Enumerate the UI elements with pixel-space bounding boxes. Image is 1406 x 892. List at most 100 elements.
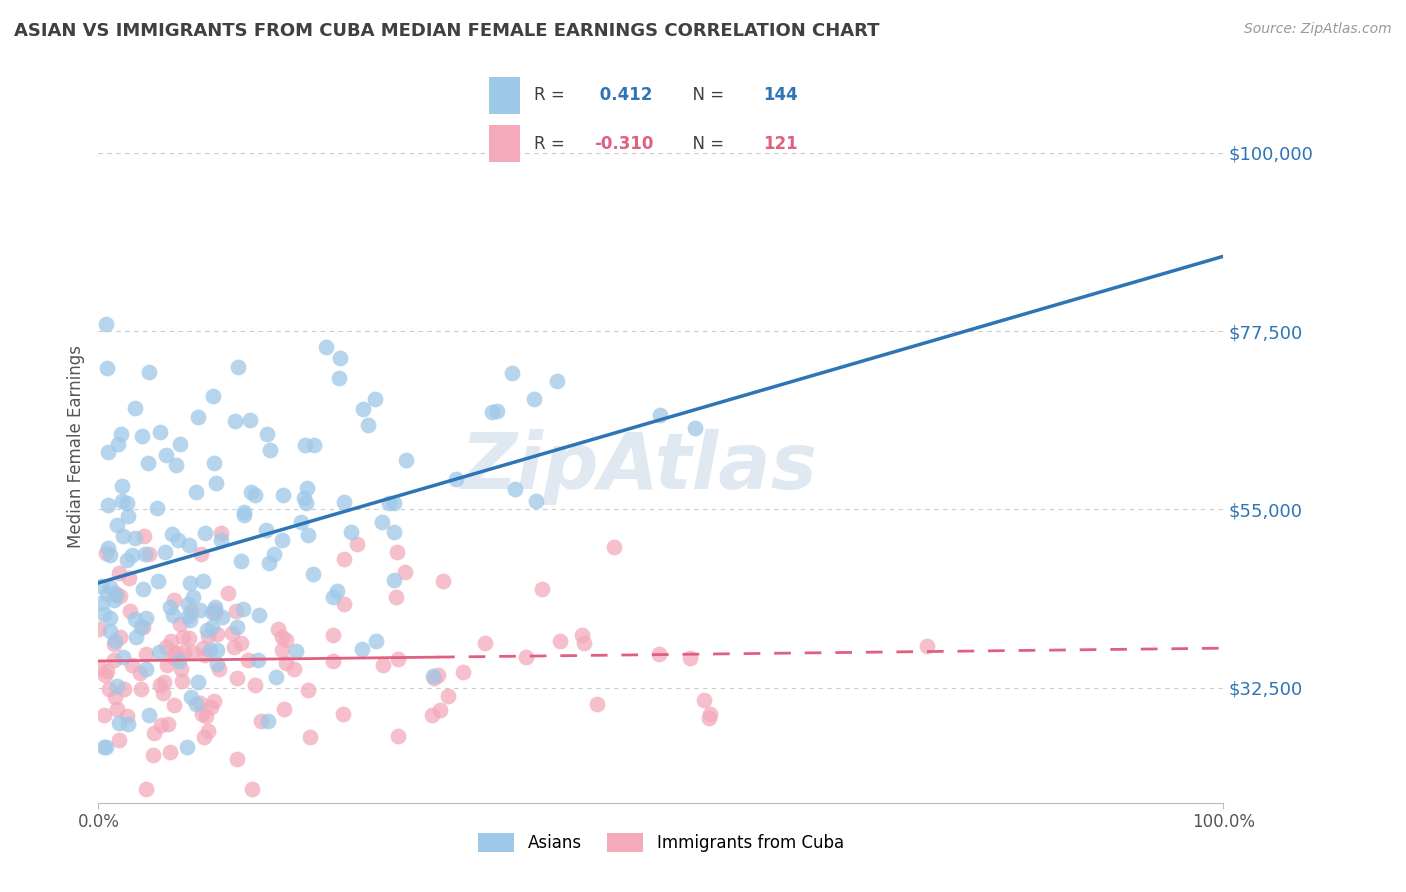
Point bbox=[132, 619, 155, 633]
Point bbox=[138, 365, 160, 379]
Text: N =: N = bbox=[682, 87, 730, 104]
Point bbox=[329, 351, 352, 365]
Point bbox=[297, 683, 319, 698]
Point bbox=[232, 602, 254, 616]
Point bbox=[229, 636, 252, 650]
Point bbox=[188, 696, 211, 710]
Point bbox=[572, 636, 595, 650]
Point bbox=[159, 600, 181, 615]
Point bbox=[292, 491, 315, 505]
Point bbox=[226, 672, 249, 686]
Point bbox=[165, 646, 187, 660]
Point bbox=[263, 547, 285, 561]
Point bbox=[603, 541, 626, 555]
Point bbox=[98, 611, 121, 625]
Point bbox=[124, 401, 146, 415]
Point bbox=[121, 549, 143, 563]
Point bbox=[437, 690, 460, 704]
Point bbox=[299, 730, 322, 744]
Point bbox=[193, 574, 215, 589]
Point bbox=[315, 340, 337, 354]
Text: 144: 144 bbox=[763, 87, 797, 104]
Point bbox=[364, 634, 387, 648]
Point bbox=[149, 425, 172, 439]
Point bbox=[197, 629, 219, 643]
Point bbox=[179, 631, 201, 645]
Point bbox=[156, 658, 179, 673]
Point bbox=[177, 538, 200, 552]
Point bbox=[387, 652, 409, 666]
Point bbox=[111, 529, 134, 543]
Point bbox=[193, 730, 215, 744]
Point bbox=[138, 547, 160, 561]
Point bbox=[142, 748, 165, 763]
Point bbox=[240, 781, 263, 796]
Point bbox=[648, 408, 671, 422]
Point bbox=[373, 658, 395, 673]
Point bbox=[104, 588, 127, 602]
Point bbox=[200, 700, 222, 714]
Point bbox=[162, 649, 184, 664]
Point bbox=[531, 582, 554, 596]
Point bbox=[257, 714, 280, 729]
Point bbox=[98, 624, 121, 639]
Text: ZipAtlas: ZipAtlas bbox=[460, 429, 817, 506]
Point bbox=[190, 547, 212, 561]
Point bbox=[217, 586, 239, 600]
Point bbox=[152, 686, 174, 700]
Point bbox=[382, 573, 405, 587]
Point bbox=[195, 709, 218, 723]
Point bbox=[143, 725, 166, 739]
Point bbox=[173, 645, 195, 659]
Point bbox=[129, 681, 152, 696]
Point bbox=[202, 694, 225, 708]
Point bbox=[302, 438, 325, 452]
Point bbox=[115, 496, 138, 510]
Point bbox=[169, 437, 191, 451]
Point bbox=[693, 692, 716, 706]
Point bbox=[685, 420, 707, 434]
Point bbox=[385, 545, 408, 559]
Point bbox=[204, 606, 226, 620]
Point bbox=[97, 498, 120, 512]
Point bbox=[205, 627, 228, 641]
Point bbox=[87, 622, 110, 636]
Point bbox=[276, 656, 298, 670]
Point bbox=[124, 531, 146, 545]
Point bbox=[186, 697, 208, 711]
Point bbox=[699, 707, 721, 722]
Point bbox=[176, 740, 198, 755]
Point bbox=[523, 392, 546, 406]
Point bbox=[118, 571, 141, 585]
Point bbox=[232, 508, 254, 523]
Point bbox=[103, 592, 125, 607]
Point bbox=[346, 537, 368, 551]
Point bbox=[202, 456, 225, 470]
Point bbox=[503, 482, 526, 496]
Y-axis label: Median Female Earnings: Median Female Earnings bbox=[66, 344, 84, 548]
Point bbox=[586, 697, 609, 711]
Point bbox=[152, 674, 174, 689]
Point bbox=[247, 607, 270, 622]
Point bbox=[328, 370, 350, 384]
Point bbox=[202, 389, 225, 403]
Point bbox=[132, 582, 155, 596]
Point bbox=[229, 554, 252, 568]
Point bbox=[453, 665, 475, 679]
Point bbox=[515, 650, 537, 665]
Point bbox=[370, 515, 392, 529]
Point bbox=[107, 732, 129, 747]
Point bbox=[501, 366, 523, 380]
Point bbox=[134, 547, 156, 561]
Point bbox=[270, 630, 292, 644]
Point bbox=[163, 593, 186, 607]
Point bbox=[271, 642, 294, 657]
Point bbox=[259, 556, 281, 570]
Point bbox=[357, 417, 380, 432]
Text: ASIAN VS IMMIGRANTS FROM CUBA MEDIAN FEMALE EARNINGS CORRELATION CHART: ASIAN VS IMMIGRANTS FROM CUBA MEDIAN FEM… bbox=[14, 22, 880, 40]
Point bbox=[271, 487, 294, 501]
Point bbox=[98, 548, 121, 562]
Point bbox=[129, 619, 152, 633]
Point bbox=[295, 481, 318, 495]
Text: R =: R = bbox=[534, 135, 571, 153]
